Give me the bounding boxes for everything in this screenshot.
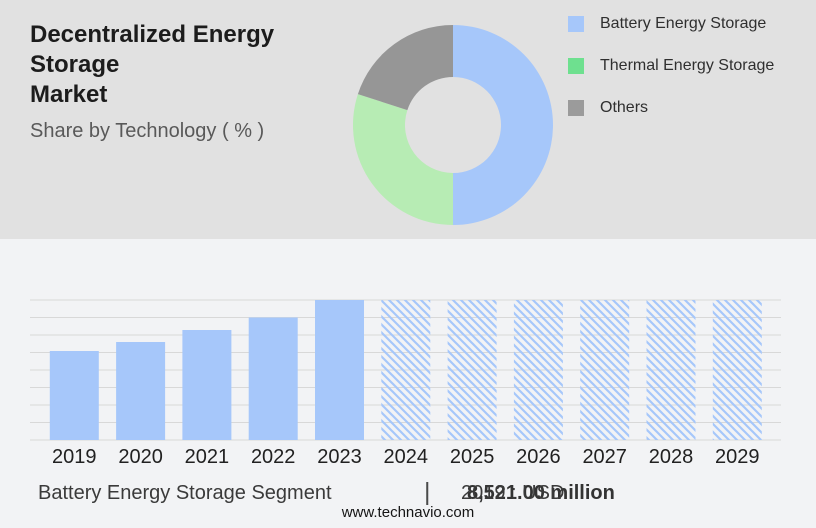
- page-title: Decentralized Energy Storage Market: [30, 20, 370, 110]
- x-label-2027: 2027: [582, 446, 627, 468]
- donut-chart: [353, 25, 553, 225]
- segment-value-amount: 8,521.00 million: [467, 482, 615, 504]
- bar-2023: [315, 300, 364, 440]
- others-swatch-icon: [568, 100, 584, 116]
- x-label-2026: 2026: [516, 446, 561, 468]
- donut-slice-0: [453, 25, 553, 225]
- footer-separator: |: [424, 478, 431, 506]
- bars: [49, 300, 762, 440]
- bar-2019: [49, 351, 99, 440]
- x-label-2020: 2020: [118, 446, 163, 468]
- legend-item-thermal: Thermal Energy Storage: [568, 57, 775, 74]
- bar-2020: [116, 342, 166, 440]
- bar-2022: [248, 317, 298, 440]
- legend-label-thermal: Thermal Energy Storage: [600, 57, 775, 74]
- x-label-2021: 2021: [185, 446, 230, 468]
- forecast-bar-2029: [712, 300, 762, 440]
- x-axis-labels: 2019 2020 2021 2022 2023 2024 2025 2026 2027 2028…: [52, 446, 760, 468]
- legend-label-battery: Battery Energy Storage: [600, 15, 767, 32]
- segment-label: Battery Energy Storage Segment: [38, 482, 332, 504]
- chart-subtitle: Share by Technology ( % ): [30, 120, 265, 142]
- x-label-2024: 2024: [384, 446, 429, 468]
- forecast-bar-2027: [580, 300, 630, 440]
- bar-chart: 2019 2020 2021 2022 2023 2024 2025 2026 2027 2028…: [30, 299, 781, 468]
- bar-2021: [182, 330, 232, 440]
- x-label-2023: 2023: [317, 446, 362, 468]
- legend-item-others: Others: [568, 99, 774, 116]
- legend-item-battery: Battery Energy Storage: [568, 15, 774, 32]
- title-block: Decentralized Energy Storage Market Shar…: [30, 20, 370, 143]
- legend: Battery Energy Storage Thermal Energy St…: [568, 15, 775, 116]
- thermal-swatch-icon: [568, 58, 584, 74]
- bottom-section: 2019 2020 2021 2022 2023 2024 2025 2026 2027 2028…: [0, 239, 816, 528]
- x-label-2028: 2028: [649, 446, 694, 468]
- legend-label-others: Others: [600, 99, 649, 116]
- forecast-bar-2026: [513, 300, 563, 440]
- x-label-2022: 2022: [251, 446, 296, 468]
- forecast-bar-2024: [381, 300, 431, 440]
- forecast-bar-2028: [646, 300, 696, 440]
- x-label-2019: 2019: [52, 446, 97, 468]
- battery-swatch-icon: [568, 16, 584, 32]
- donut-slice-2: [357, 25, 453, 111]
- page-title-line2: Market: [30, 81, 108, 108]
- segment-value: 2019 : USD 8,521.00 million: [461, 482, 615, 505]
- x-label-2029: 2029: [715, 446, 760, 468]
- donut-slice-1: [353, 94, 453, 225]
- x-label-2025: 2025: [450, 446, 495, 468]
- website-text: www.technavio.com: [341, 504, 475, 521]
- top-section: Decentralized Energy Storage Market Shar…: [0, 0, 816, 239]
- segment-value-prefix: 2019 : USD: [461, 482, 565, 504]
- page-title-line1: Decentralized Energy Storage: [30, 21, 275, 78]
- forecast-bar-2025: [447, 300, 497, 440]
